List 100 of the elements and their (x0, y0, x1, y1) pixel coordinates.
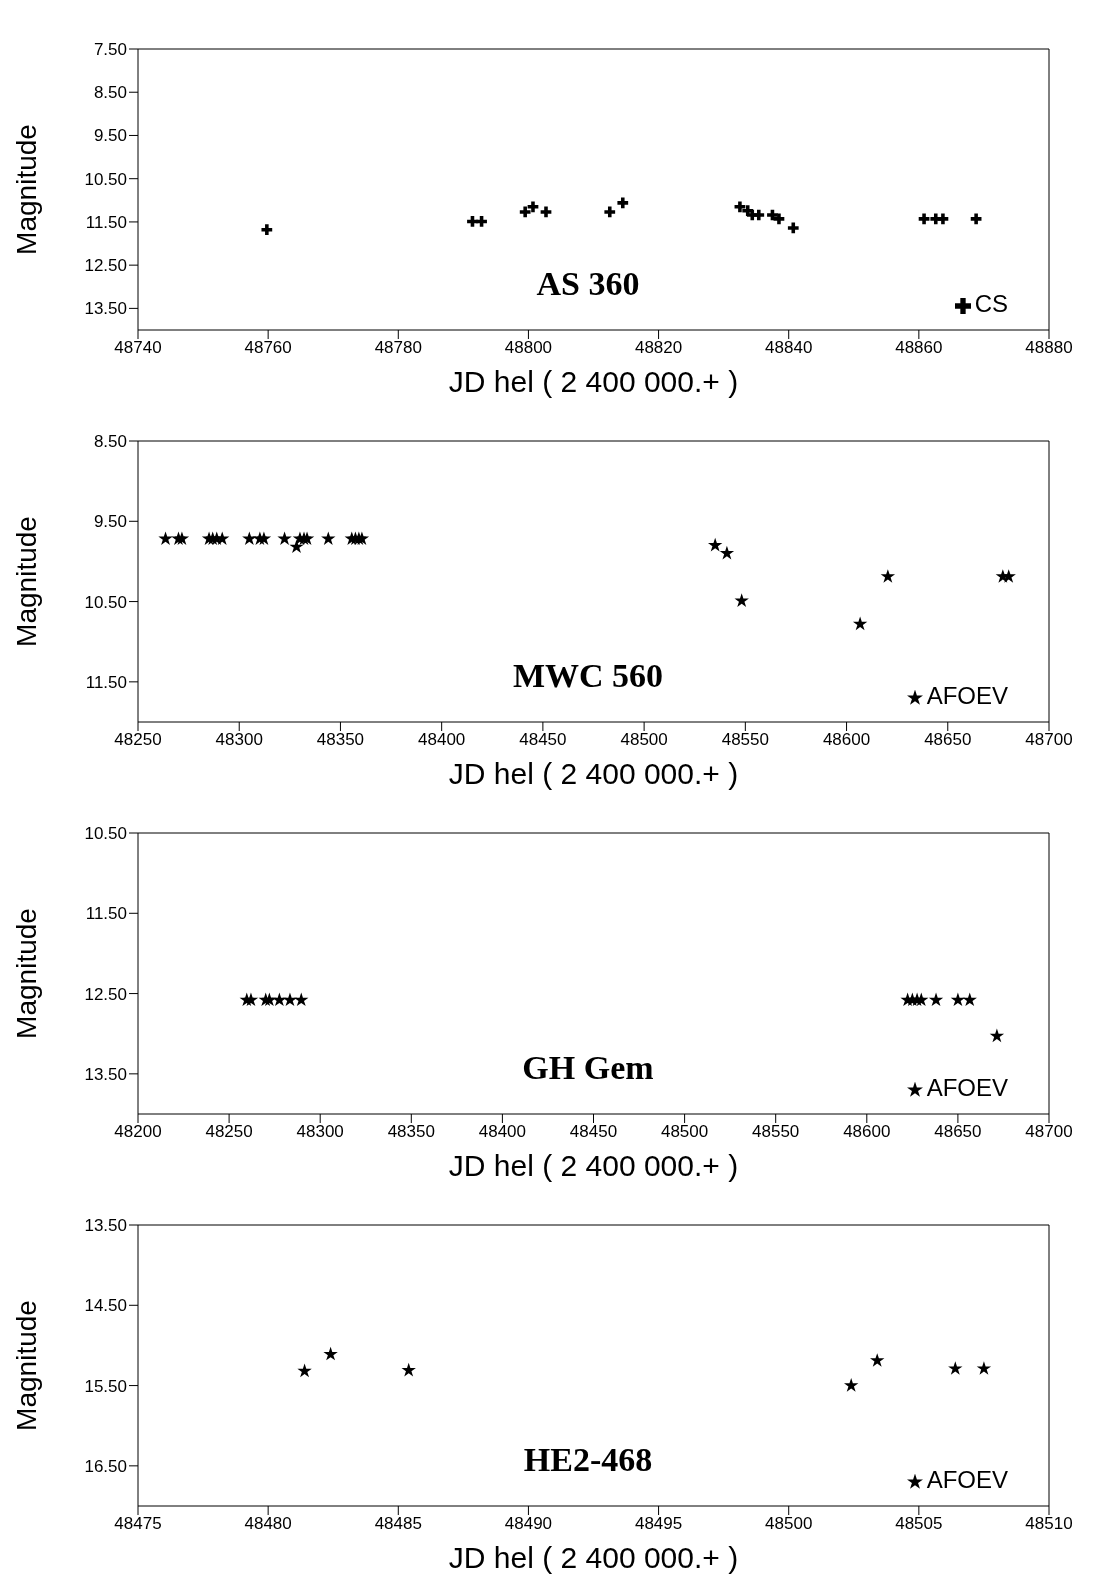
point (174, 531, 190, 546)
x-tick-label: 48300 (215, 730, 263, 750)
x-tick-label: 48600 (843, 1122, 891, 1142)
x-tick-label: 48650 (934, 1122, 982, 1142)
point (918, 213, 930, 225)
point (604, 206, 616, 218)
point (976, 1361, 992, 1375)
y-axis-title: Magnitude (10, 516, 42, 647)
x-tick-label: 48300 (296, 1122, 344, 1142)
text: HE2-468 (523, 1441, 653, 1478)
x-tick-label: 48250 (205, 1122, 253, 1142)
point (734, 593, 749, 607)
x-tick-label: 48880 (1025, 338, 1073, 358)
point (787, 222, 799, 234)
x-axis-title: JD hel ( 2 400 000.+ ) (448, 757, 739, 790)
y-tick-label: 8.50 (93, 432, 127, 452)
x-tick-label: 48780 (374, 338, 422, 358)
x-tick-label: 48350 (316, 730, 365, 750)
legend-label: AFOEV (926, 682, 1008, 709)
x-tick-label: 48250 (114, 730, 162, 750)
y-tick-label: 13.50 (84, 1064, 127, 1084)
x-tick-label: 48800 (504, 338, 553, 358)
x-tick-label: 48500 (765, 1514, 813, 1534)
point (707, 537, 723, 552)
x-tick-label: 48740 (114, 338, 162, 358)
point (527, 201, 539, 213)
point (401, 1362, 416, 1377)
point (773, 213, 785, 225)
legend-label: CS (974, 290, 1008, 317)
y-tick-label: 9.50 (93, 126, 127, 146)
point (767, 209, 778, 221)
y-tick-label: 12.50 (84, 256, 127, 276)
y-tick-label: 13.50 (84, 299, 127, 319)
x-tick-label: 48550 (721, 730, 769, 750)
x-tick-label: 48700 (1025, 730, 1073, 750)
point (970, 213, 982, 225)
point (880, 569, 896, 583)
x-tick-label: 48700 (1025, 1122, 1073, 1142)
point (289, 539, 304, 554)
x-tick-label: 48550 (752, 1122, 800, 1142)
x-axis-title: JD hel ( 2 400 000.+ ) (448, 1541, 739, 1574)
x-axis-title: JD hel ( 2 400 000.+ ) (448, 1149, 739, 1182)
point (734, 201, 746, 213)
point (540, 206, 552, 218)
x-tick-label: 48350 (387, 1122, 435, 1142)
point (948, 1361, 963, 1375)
point (323, 1346, 338, 1361)
point (242, 531, 257, 546)
x-tick-label: 48760 (244, 338, 292, 358)
point (256, 531, 272, 546)
point (277, 531, 292, 546)
y-tick-label: 10.50 (84, 169, 127, 189)
y-tick-label: 11.50 (85, 212, 127, 232)
point (158, 531, 173, 546)
x-tick-label: 48505 (895, 1514, 943, 1534)
y-tick-label: 15.50 (84, 1376, 127, 1396)
point (617, 197, 629, 209)
x-tick-label: 48400 (478, 1122, 527, 1142)
point (261, 224, 273, 236)
x-tick-label: 48510 (1025, 1514, 1073, 1534)
point (519, 206, 531, 218)
y-axis-title: Magnitude (10, 908, 42, 1039)
legend-label: AFOEV (926, 1074, 1008, 1101)
y-tick-label: 7.50 (93, 40, 127, 60)
y-tick-label: 16.50 (84, 1456, 127, 1476)
x-tick-label: 48475 (114, 1514, 162, 1534)
text: GH Gem (522, 1049, 654, 1086)
text: AS 360 (536, 265, 640, 302)
x-tick-label: 48480 (244, 1514, 292, 1534)
x-tick-label: 48500 (660, 1122, 709, 1142)
point (937, 213, 949, 225)
x-tick-label: 48495 (634, 1514, 683, 1534)
y-tick-label: 11.50 (85, 904, 127, 924)
y-tick-label: 14.50 (84, 1296, 127, 1316)
text: MWC 560 (512, 657, 664, 694)
x-tick-label: 48485 (374, 1514, 422, 1534)
point (297, 1363, 312, 1378)
y-tick-label: 10.50 (84, 824, 127, 844)
x-axis-title: JD hel ( 2 400 000.+ ) (448, 365, 739, 398)
x-tick-label: 48200 (114, 1122, 162, 1142)
y-tick-label: 10.50 (84, 592, 127, 612)
x-tick-label: 48490 (504, 1514, 553, 1534)
x-tick-label: 48840 (765, 338, 813, 358)
y-tick-label: 13.50 (84, 1216, 127, 1236)
point (844, 1378, 859, 1392)
point (321, 531, 336, 546)
x-tick-label: 48600 (822, 730, 871, 750)
point (870, 1353, 885, 1367)
y-tick-label: 11.50 (85, 672, 127, 692)
x-tick-label: 48650 (924, 730, 972, 750)
x-tick-label: 48450 (519, 730, 567, 750)
y-axis-title: Magnitude (10, 1300, 42, 1431)
x-tick-label: 48400 (418, 730, 466, 750)
x-tick-label: 48860 (895, 338, 943, 358)
y-tick-label: 9.50 (93, 512, 127, 532)
x-tick-label: 48500 (620, 730, 668, 750)
y-tick-label: 12.50 (84, 984, 127, 1004)
y-axis-title: Magnitude (10, 124, 42, 255)
point (852, 616, 868, 631)
y-tick-label: 8.50 (93, 83, 127, 103)
